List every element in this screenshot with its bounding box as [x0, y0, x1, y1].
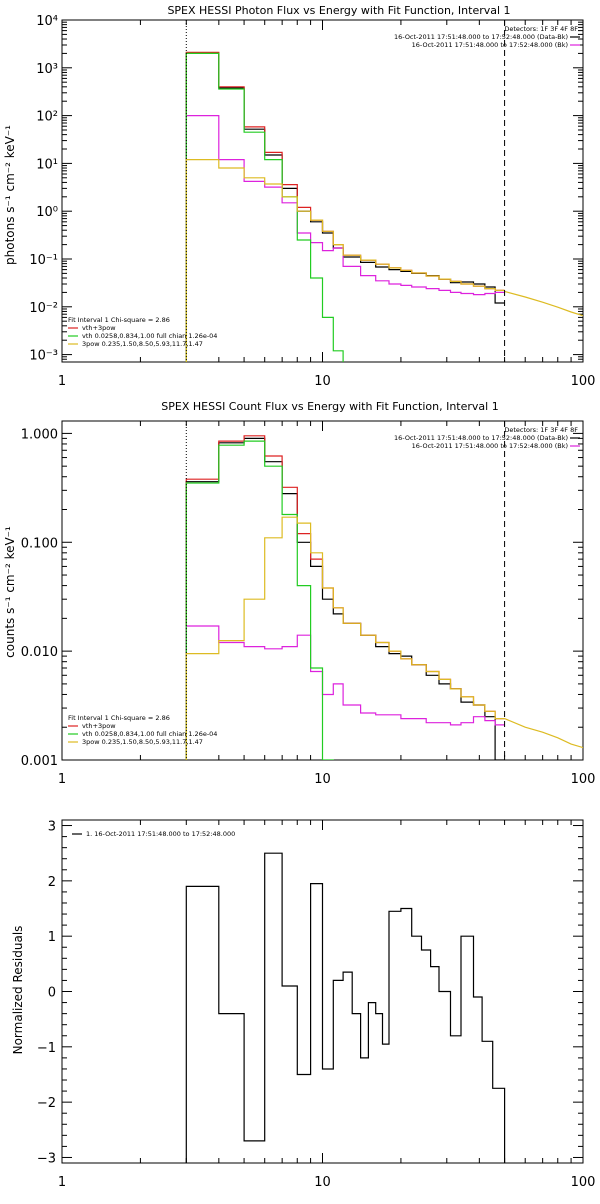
residuals-panel: Normalized Residuals 1 10 100 −3 −2 −1 0 1 2 3 1. … — [11, 819, 596, 1190]
y-tick-label: 1.000 — [21, 427, 58, 442]
photon-flux-panel: SPEX HESSI Photon Flux vs Energy with Fi… — [3, 4, 595, 389]
legend-entry: Fit Interval 1 Chi-square = 2.86 — [68, 316, 170, 324]
y-tick-label: 10¹ — [36, 157, 58, 172]
photon-flux-series-group — [185, 51, 583, 362]
photon-flux-ylabel: photons s⁻¹ cm⁻² keV⁻¹ — [3, 125, 17, 265]
series-3pow — [185, 516, 505, 760]
y-tick-label: 0.100 — [21, 536, 58, 551]
legend-entry: Detectors: 1F 3F 4F 8F — [504, 25, 578, 33]
series-3pow-extension — [504, 290, 583, 317]
series-bk — [185, 625, 505, 760]
y-tick-label: 10⁰ — [36, 205, 58, 220]
y-tick-label: 10⁻¹ — [29, 253, 58, 268]
y-tick-label: 10² — [36, 110, 58, 125]
y-tick-label: 3 — [48, 820, 56, 835]
y-tick-label: −1 — [37, 1041, 56, 1056]
count-flux-panel: SPEX HESSI Count Flux vs Energy with Fit… — [3, 400, 596, 787]
residuals-legend-top-left: 1. 16-Oct-2011 17:51:48.000 to 17:52:48.… — [72, 830, 235, 838]
residuals-ylabel: Normalized Residuals — [11, 926, 25, 1055]
y-tick-label: 0.010 — [21, 645, 58, 660]
residuals-series-group — [185, 852, 506, 1163]
legend-entry: 16-Oct-2011 17:51:48.000 to 17:52:48.000… — [412, 41, 568, 49]
x-tick-label: 100 — [571, 772, 596, 787]
series-vth — [185, 440, 334, 760]
count-flux-ylabel: counts s⁻¹ cm⁻² keV⁻¹ — [3, 526, 17, 658]
photon-flux-y-axis: 10⁻³ 10⁻² 10⁻¹ 10⁰ 10¹ 10² 10³ 10⁴ — [29, 14, 583, 364]
legend-entry: vth 0.0258,0.834,1.00 full chian 1.26e-0… — [82, 730, 217, 738]
y-tick-label: 0 — [48, 986, 56, 1001]
legend-entry: 16-Oct-2011 17:51:48.000 to 17:52:48.000… — [394, 33, 568, 41]
count-flux-legend-bottom-left: Fit Interval 1 Chi-square = 2.86vth+3pow… — [68, 714, 217, 746]
photon-flux-x-axis: 1 10 100 — [58, 20, 596, 389]
y-tick-label: 10³ — [36, 62, 58, 77]
x-tick-label: 1 — [58, 1175, 66, 1190]
count-flux-y-axis: 0.001 0.010 0.100 1.000 — [21, 427, 583, 769]
x-tick-label: 10 — [314, 374, 331, 389]
count-flux-series-group — [185, 435, 583, 760]
y-tick-label: 2 — [48, 875, 56, 890]
x-tick-label: 1 — [58, 772, 66, 787]
photon-flux-title: SPEX HESSI Photon Flux vs Energy with Fi… — [167, 4, 510, 17]
series-1-16-oct-2011-17-51-48-000-to-17-52-48-000 — [185, 852, 506, 1163]
y-tick-label: 10⁻² — [29, 301, 58, 316]
legend-entry: 1. 16-Oct-2011 17:51:48.000 to 17:52:48.… — [86, 830, 235, 838]
series-3pow-extension — [504, 718, 583, 749]
x-tick-label: 100 — [571, 374, 596, 389]
x-tick-label: 10 — [314, 1175, 331, 1190]
count-flux-title: SPEX HESSI Count Flux vs Energy with Fit… — [161, 400, 498, 413]
photon-flux-legend-bottom-left: Fit Interval 1 Chi-square = 2.86vth+3pow… — [68, 316, 217, 348]
legend-entry: vth+3pow — [82, 324, 116, 332]
y-tick-label: −3 — [37, 1151, 56, 1166]
legend-entry: vth 0.0258,0.834,1.00 full chian 1.26e-0… — [82, 332, 217, 340]
residuals-y-axis: −3 −2 −1 0 1 2 3 — [37, 820, 583, 1166]
y-tick-label: 10⁴ — [36, 14, 58, 29]
legend-entry: vth+3pow — [82, 722, 116, 730]
y-tick-label: −2 — [37, 1096, 56, 1111]
legend-entry: Detectors: 1F 3F 4F 8F — [504, 426, 578, 434]
x-tick-label: 10 — [314, 772, 331, 787]
y-tick-label: 10⁻³ — [29, 349, 58, 364]
legend-entry: 16-Oct-2011 17:51:48.000 to 17:52:48.000… — [394, 434, 568, 442]
legend-entry: 3pow 0.235,1.50,8.50,5.93,11.7,1.47 — [82, 738, 203, 746]
series-bk — [185, 115, 505, 362]
x-tick-label: 100 — [571, 1175, 596, 1190]
y-tick-label: 0.001 — [21, 754, 58, 769]
legend-entry: 3pow 0.235,1.50,8.50,5.93,11.7,1.47 — [82, 340, 203, 348]
series-3pow — [185, 159, 505, 362]
y-tick-label: 1 — [48, 930, 56, 945]
legend-entry: 16-Oct-2011 17:51:48.000 to 17:52:48.000… — [412, 442, 568, 450]
x-tick-label: 1 — [58, 374, 66, 389]
legend-entry: Fit Interval 1 Chi-square = 2.86 — [68, 714, 170, 722]
